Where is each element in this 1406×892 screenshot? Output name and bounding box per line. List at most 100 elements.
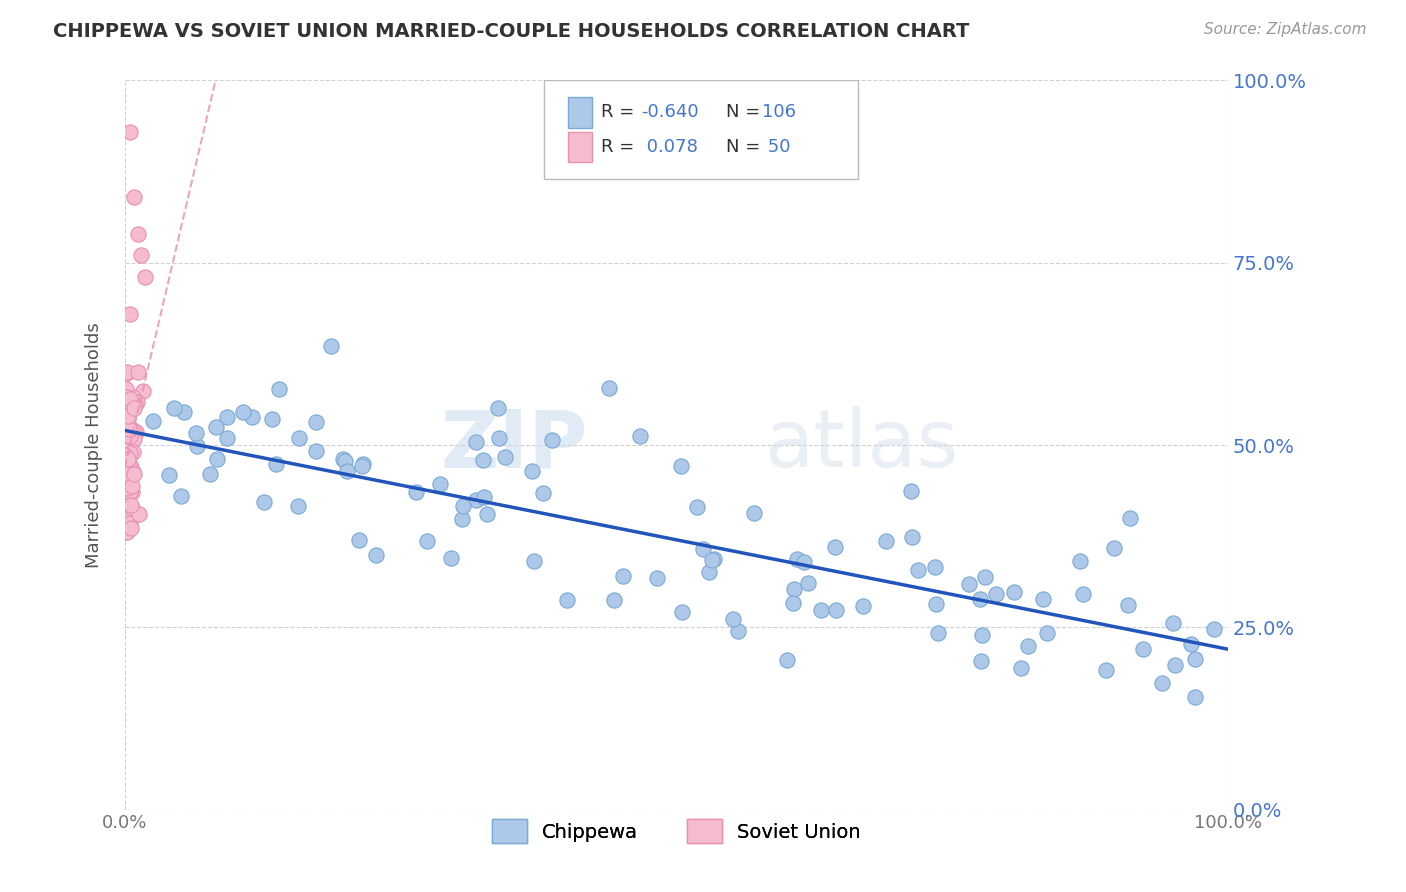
- Point: [555, 593, 578, 607]
- Point: [900, 484, 922, 499]
- Point: [465, 434, 488, 449]
- Point: [1152, 676, 1174, 690]
- Point: [120, 307, 142, 321]
- Point: [797, 576, 820, 591]
- Point: [786, 551, 808, 566]
- FancyBboxPatch shape: [544, 80, 858, 179]
- Bar: [568, 97, 592, 128]
- Point: [852, 599, 875, 613]
- Point: [472, 452, 495, 467]
- Point: [287, 499, 309, 513]
- Point: [184, 425, 207, 440]
- Point: [122, 390, 145, 404]
- Point: [120, 516, 142, 530]
- Point: [288, 431, 311, 445]
- Point: [783, 582, 806, 596]
- Point: [1163, 658, 1185, 673]
- Point: [1132, 641, 1154, 656]
- Text: R =: R =: [602, 138, 634, 156]
- Point: [121, 485, 143, 500]
- Point: [970, 628, 993, 642]
- Point: [450, 511, 472, 525]
- Point: [117, 409, 139, 423]
- Point: [924, 560, 946, 574]
- Point: [127, 227, 149, 241]
- Point: [969, 592, 991, 607]
- Point: [120, 459, 142, 474]
- Point: [645, 571, 668, 585]
- Point: [415, 533, 437, 548]
- Point: [347, 533, 370, 547]
- Text: R =: R =: [602, 103, 634, 120]
- Point: [157, 468, 180, 483]
- Point: [122, 190, 145, 204]
- Point: [124, 398, 146, 412]
- Point: [429, 476, 451, 491]
- Point: [494, 450, 516, 464]
- Point: [671, 606, 693, 620]
- Point: [232, 405, 254, 419]
- Text: ZIP: ZIP: [441, 406, 588, 484]
- Point: [727, 624, 749, 639]
- Point: [205, 451, 228, 466]
- Point: [1119, 511, 1142, 525]
- Text: 0.078: 0.078: [641, 138, 697, 156]
- Point: [742, 506, 765, 520]
- Point: [782, 596, 804, 610]
- Point: [475, 507, 498, 521]
- Point: [115, 479, 138, 493]
- Point: [486, 401, 509, 415]
- Point: [215, 410, 238, 425]
- Point: [350, 458, 373, 473]
- Point: [321, 338, 343, 352]
- Point: [1017, 639, 1039, 653]
- Point: [685, 500, 707, 515]
- Text: N =: N =: [725, 103, 761, 120]
- Point: [333, 454, 356, 468]
- Point: [117, 401, 139, 416]
- Point: [120, 485, 142, 500]
- Point: [825, 603, 848, 617]
- Point: [352, 458, 374, 472]
- Point: [603, 592, 626, 607]
- Point: [118, 474, 141, 488]
- Point: [628, 429, 651, 443]
- Point: [131, 248, 153, 262]
- Bar: [568, 131, 592, 162]
- Point: [875, 534, 897, 549]
- Point: [125, 425, 148, 439]
- Point: [824, 540, 846, 554]
- Point: [464, 492, 486, 507]
- Point: [120, 466, 142, 480]
- Point: [132, 384, 155, 399]
- Point: [973, 570, 995, 584]
- Point: [134, 270, 156, 285]
- Point: [1184, 690, 1206, 704]
- Point: [122, 445, 145, 459]
- Text: N =: N =: [725, 138, 761, 156]
- Point: [115, 481, 138, 495]
- Point: [810, 603, 832, 617]
- Point: [523, 554, 546, 568]
- Point: [1116, 598, 1139, 612]
- Point: [186, 439, 208, 453]
- Point: [366, 548, 388, 562]
- Point: [121, 466, 143, 480]
- Point: [1032, 592, 1054, 607]
- Point: [531, 485, 554, 500]
- Point: [957, 576, 980, 591]
- Point: [114, 525, 136, 540]
- Point: [907, 563, 929, 577]
- Legend: Chippewa, Soviet Union: Chippewa, Soviet Union: [484, 812, 869, 851]
- Y-axis label: Married-couple Households: Married-couple Households: [86, 322, 103, 568]
- Point: [118, 391, 141, 405]
- Point: [984, 587, 1007, 601]
- Point: [776, 653, 799, 667]
- Point: [121, 501, 143, 516]
- Point: [114, 467, 136, 481]
- Point: [118, 456, 141, 470]
- Point: [264, 458, 287, 472]
- Text: CHIPPEWA VS SOVIET UNION MARRIED-COUPLE HOUSEHOLDS CORRELATION CHART: CHIPPEWA VS SOVIET UNION MARRIED-COUPLE …: [53, 22, 970, 41]
- Point: [124, 467, 146, 482]
- Point: [242, 410, 264, 425]
